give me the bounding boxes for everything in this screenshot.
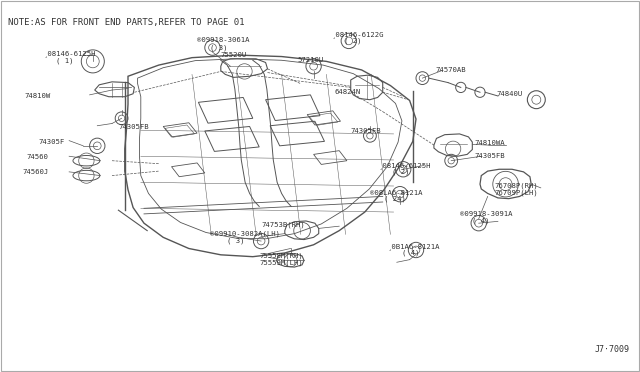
- Text: ( 1): ( 1): [56, 57, 74, 64]
- Text: 75520U: 75520U: [221, 52, 247, 58]
- Text: 75558M(RH): 75558M(RH): [259, 253, 303, 259]
- Text: 74305FB: 74305FB: [118, 124, 149, 130]
- Text: 57210U: 57210U: [298, 57, 324, 62]
- Text: 74305FB: 74305FB: [351, 128, 381, 134]
- Text: ( 4): ( 4): [402, 250, 419, 256]
- Text: 64824N: 64824N: [334, 89, 360, 95]
- Text: 76708P(RH): 76708P(RH): [494, 183, 538, 189]
- Text: 74810WA: 74810WA: [475, 140, 506, 146]
- Text: 74305FB: 74305FB: [475, 153, 506, 159]
- Text: ¸0B1A6-8121A: ¸0B1A6-8121A: [387, 243, 440, 250]
- Text: ®09918-3061A: ®09918-3061A: [197, 37, 250, 43]
- Text: J7·7009: J7·7009: [595, 345, 630, 354]
- Text: 74560: 74560: [27, 154, 49, 160]
- Text: 74305F: 74305F: [38, 139, 65, 145]
- Text: ¸08146-6125H: ¸08146-6125H: [379, 162, 431, 169]
- Text: 74570AB: 74570AB: [435, 67, 466, 73]
- Text: ®09910-3082A(LH): ®09910-3082A(LH): [210, 230, 280, 237]
- Text: 74560J: 74560J: [22, 169, 49, 175]
- Text: 74810W: 74810W: [24, 93, 51, 99]
- Text: ¸08146-6122G: ¸08146-6122G: [332, 31, 384, 38]
- Text: ®08LA6-8121A: ®08LA6-8121A: [370, 190, 422, 196]
- Text: NOTE:AS FOR FRONT END PARTS,REFER TO PAGE 01: NOTE:AS FOR FRONT END PARTS,REFER TO PAG…: [8, 18, 244, 27]
- Text: 76709P(LH): 76709P(LH): [494, 189, 538, 196]
- Text: 74753B(RH): 74753B(RH): [261, 222, 305, 228]
- Text: ( 4): ( 4): [472, 217, 490, 224]
- Text: 74840U: 74840U: [496, 91, 522, 97]
- Text: ( 3): ( 3): [210, 44, 227, 51]
- Text: ( 3): ( 3): [227, 238, 244, 244]
- Text: ®09918-3091A: ®09918-3091A: [460, 211, 512, 217]
- Text: ( 24): ( 24): [384, 196, 406, 202]
- Text: ¸08146-6125H: ¸08146-6125H: [44, 51, 96, 57]
- Text: ( 2): ( 2): [392, 169, 409, 176]
- Text: 75559M(LH): 75559M(LH): [259, 259, 303, 266]
- Text: ( 2): ( 2): [344, 38, 362, 44]
